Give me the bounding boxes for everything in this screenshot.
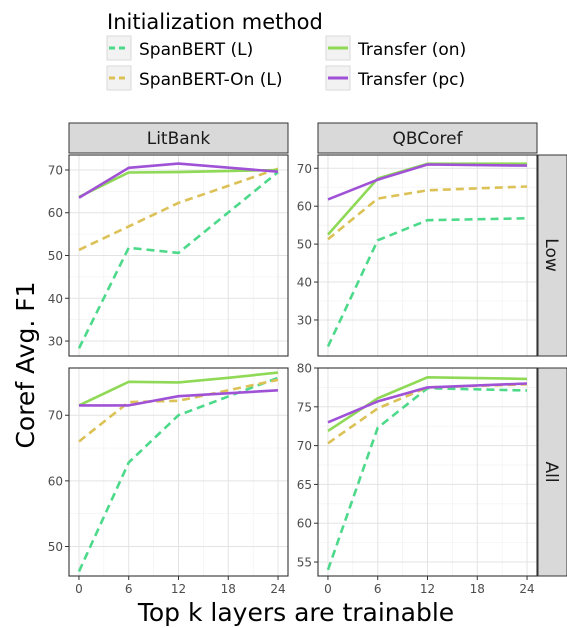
- y-tick-label: 50: [48, 540, 63, 554]
- y-tick-label: 80: [297, 362, 312, 376]
- series-line: [327, 383, 528, 445]
- series-line: [77, 171, 279, 349]
- strip-low: Low: [537, 154, 567, 357]
- y-tick-label: 30: [48, 335, 63, 349]
- x-tick-label: 18: [470, 582, 485, 596]
- panel-border: [317, 154, 538, 357]
- y-tick-label: 70: [297, 439, 312, 453]
- strip-label: Low: [541, 238, 561, 272]
- x-tick-label: 24: [270, 582, 285, 596]
- legend-item: SpanBERT (L): [106, 35, 253, 61]
- strip-all: All: [537, 367, 567, 577]
- y-tick-label: 65: [297, 478, 312, 492]
- y-tick-label: 40: [48, 292, 63, 306]
- series-line: [79, 389, 279, 407]
- y-tick-label: 50: [48, 249, 63, 263]
- y-tick-label: 50: [297, 238, 312, 252]
- strip-qbcoref: QBCoref: [317, 122, 538, 154]
- series-line: [326, 386, 528, 571]
- legend-label: Transfer (pc): [357, 70, 465, 90]
- x-axis-title: Top k layers are trainable: [137, 598, 454, 627]
- series-line: [327, 185, 528, 241]
- y-tick-label: 55: [297, 556, 312, 570]
- y-axis-title: Coref Avg. F1: [11, 281, 40, 448]
- strip-label: All: [541, 461, 561, 482]
- strip-label: QBCoref: [392, 129, 463, 149]
- x-tick-label: 24: [519, 582, 534, 596]
- x-tick-label: 6: [125, 582, 133, 596]
- legend-item: Transfer (on): [325, 35, 466, 61]
- legend-item: SpanBERT-On (L): [106, 65, 282, 91]
- panel-qbcoref-low: 30 40 50 60 70: [297, 154, 538, 357]
- x-tick-label: 12: [420, 582, 435, 596]
- legend-label: Transfer (on): [357, 40, 466, 60]
- x-tick-label: 12: [171, 582, 186, 596]
- x-tick-label: 0: [324, 582, 332, 596]
- x-tick-label: 18: [221, 582, 236, 596]
- series-line: [78, 162, 279, 199]
- y-tick-label: 60: [297, 517, 312, 531]
- legend: Initialization method SpanBERT (L) SpanB…: [106, 10, 466, 91]
- series-line: [78, 167, 279, 252]
- series-line: [78, 371, 279, 407]
- y-tick-label: 75: [297, 400, 312, 414]
- y-tick-label: 60: [297, 200, 312, 214]
- legend-label: SpanBERT (L): [139, 40, 253, 60]
- series-line: [78, 168, 279, 199]
- y-tick-label: 60: [48, 474, 63, 488]
- series-line: [327, 163, 528, 201]
- y-tick-label: 40: [297, 276, 312, 290]
- panel-litbank-low: 30 40 50 60 70: [48, 154, 289, 357]
- x-tick-label: 6: [374, 582, 382, 596]
- series-line: [327, 382, 528, 424]
- y-tick-label: 70: [48, 163, 63, 177]
- y-tick-label: 70: [48, 409, 63, 423]
- strip-label: LitBank: [147, 129, 211, 149]
- series-line: [326, 217, 528, 348]
- y-tick-label: 70: [297, 162, 312, 176]
- strip-litbank: LitBank: [68, 122, 289, 154]
- legend-item: Transfer (pc): [325, 65, 465, 91]
- panel-qbcoref-all: 55 60 65 70 75 80 0 6 12 18 24: [297, 362, 538, 596]
- legend-title: Initialization method: [107, 10, 323, 34]
- panel-litbank-all: 50 60 70 0 6 12 18 24: [48, 367, 289, 596]
- series-line: [327, 375, 528, 432]
- y-tick-label: 60: [48, 206, 63, 220]
- legend-label: SpanBERT-On (L): [139, 70, 282, 90]
- series-line: [78, 378, 279, 443]
- y-tick-label: 30: [297, 313, 312, 327]
- x-tick-label: 0: [75, 582, 83, 596]
- series-line: [77, 376, 279, 572]
